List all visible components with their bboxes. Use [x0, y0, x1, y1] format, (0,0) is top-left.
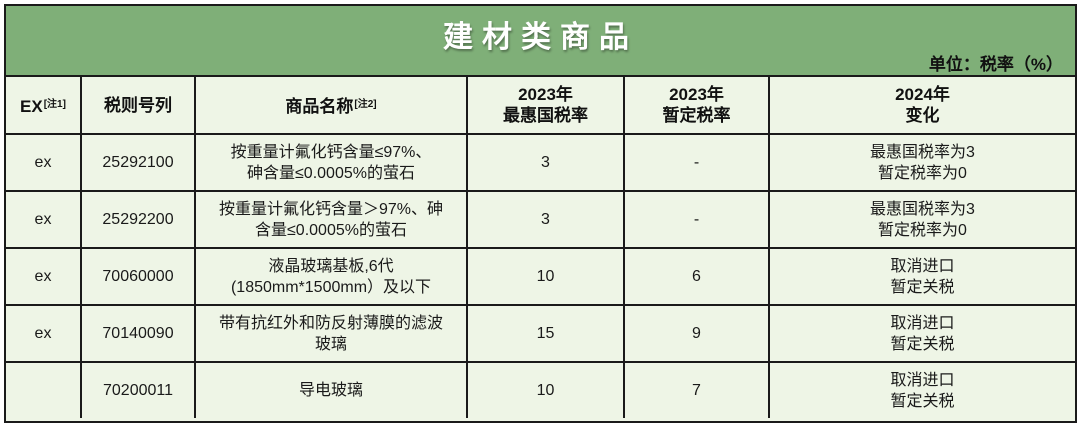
cell-provisional: 6 — [623, 247, 770, 306]
cell-mfn: 3 — [466, 133, 625, 192]
cell-mfn: 10 — [466, 247, 625, 306]
cell-provisional: 9 — [623, 304, 770, 363]
table-row: ex 70060000 液晶玻璃基板,6代 (1850mm*1500mm）及以下 … — [6, 247, 1075, 306]
header-provisional-2023: 2023年暂定税率 — [623, 77, 770, 135]
header-name-label: 商品名称 — [285, 96, 354, 116]
cell-code: 25292200 — [80, 190, 196, 249]
change-line: 暂定关税 — [890, 392, 955, 410]
change-line: 暂定关税 — [890, 278, 955, 296]
header-ex-label: EX — [20, 96, 43, 116]
header-ex: EX[注1] — [6, 77, 82, 135]
cell-name: 液晶玻璃基板,6代 (1850mm*1500mm）及以下 — [194, 247, 468, 306]
name-line: 按重量计氟化钙含量＞97%、砷 — [218, 200, 444, 218]
change-line: 取消进口 — [890, 371, 955, 389]
header-line: 2023年 — [518, 85, 573, 104]
header-line: 最惠国税率 — [503, 106, 588, 125]
cell-name: 按重量计氟化钙含量＞97%、砷 含量≤0.0005%的萤石 — [194, 190, 468, 249]
header-mfn-2023: 2023年最惠国税率 — [466, 77, 625, 135]
footnote-marker: [注2] — [354, 98, 377, 110]
change-line: 最惠国税率为3 — [870, 200, 975, 218]
name-line: 带有抗红外和防反射薄膜的滤波 — [218, 314, 443, 332]
cell-ex — [6, 361, 82, 418]
change-line: 最惠国税率为3 — [870, 143, 975, 161]
header-line: 2024年 — [895, 85, 950, 104]
change-line: 暂定税率为0 — [878, 164, 967, 182]
cell-provisional: 7 — [623, 361, 770, 418]
cell-provisional: - — [623, 133, 770, 192]
cell-name: 带有抗红外和防反射薄膜的滤波 玻璃 — [194, 304, 468, 363]
tariff-table: EX[注1] 税则号列 商品名称[注2] 2023年最惠国税率 2023年暂定税… — [6, 77, 1075, 418]
name-line: 导电玻璃 — [298, 382, 363, 399]
cell-mfn: 15 — [466, 304, 625, 363]
cell-change: 最惠国税率为3 暂定税率为0 — [768, 190, 1075, 249]
title-banner: 建材类商品 单位：税率（%） — [6, 6, 1075, 77]
cell-mfn: 10 — [466, 361, 625, 418]
cell-name: 按重量计氟化钙含量≤97%、 砷含量≤0.0005%的萤石 — [194, 133, 468, 192]
change-line: 暂定税率为0 — [878, 221, 967, 239]
cell-code: 70140090 — [80, 304, 196, 363]
table-row: 70200011 导电玻璃 10 7 取消进口暂定关税 — [6, 361, 1075, 418]
table-row: ex 70140090 带有抗红外和防反射薄膜的滤波 玻璃 15 9 取消进口暂定… — [6, 304, 1075, 363]
header-line: 暂定税率 — [662, 106, 731, 125]
cell-ex: ex — [6, 190, 82, 249]
cell-ex: ex — [6, 133, 82, 192]
cell-ex: ex — [6, 304, 82, 363]
header-code-label: 税则号列 — [104, 95, 172, 115]
cell-code: 25292100 — [80, 133, 196, 192]
name-line: 砷含量≤0.0005%的萤石 — [247, 164, 415, 182]
name-line: 玻璃 — [314, 335, 347, 353]
cell-code: 70200011 — [80, 361, 196, 418]
cell-mfn: 3 — [466, 190, 625, 249]
page-title: 建材类商品 — [443, 21, 638, 54]
name-line: 液晶玻璃基板,6代 — [268, 257, 394, 275]
change-line: 取消进口 — [890, 257, 955, 275]
cell-change: 取消进口 暂定关税 — [768, 247, 1075, 306]
name-line: 含量≤0.0005%的萤石 — [255, 221, 407, 239]
tariff-table-card: 建材类商品 单位：税率（%） EX[注1] 税则号列 商品名称[注2] 2023… — [4, 4, 1077, 423]
table-row: ex 25292100 按重量计氟化钙含量≤97%、 砷含量≤0.0005%的萤石… — [6, 133, 1075, 192]
cell-change: 最惠国税率为3 暂定税率为0 — [768, 133, 1075, 192]
header-line: 变化 — [905, 106, 940, 125]
cell-code: 70060000 — [80, 247, 196, 306]
header-name: 商品名称[注2] — [194, 77, 468, 135]
table-header-row: EX[注1] 税则号列 商品名称[注2] 2023年最惠国税率 2023年暂定税… — [6, 77, 1075, 135]
header-line: 2023年 — [669, 85, 724, 104]
header-change-2024: 2024年变化 — [768, 77, 1075, 135]
cell-provisional: - — [623, 190, 770, 249]
footnote-marker: [注1] — [43, 98, 66, 110]
name-line: 按重量计氟化钙含量≤97%、 — [230, 143, 432, 161]
cell-change: 取消进口 暂定关税 — [768, 304, 1075, 363]
name-line: (1850mm*1500mm）及以下 — [230, 278, 432, 296]
change-line: 暂定关税 — [890, 335, 955, 353]
cell-ex: ex — [6, 247, 82, 306]
header-code: 税则号列 — [80, 77, 196, 135]
table-row: ex 25292200 按重量计氟化钙含量＞97%、砷 含量≤0.0005%的萤石… — [6, 190, 1075, 249]
change-line: 取消进口 — [890, 314, 955, 332]
cell-name: 导电玻璃 — [194, 361, 468, 418]
unit-label: 单位：税率（%） — [928, 55, 1063, 74]
cell-change: 取消进口 暂定关税 — [768, 361, 1075, 418]
